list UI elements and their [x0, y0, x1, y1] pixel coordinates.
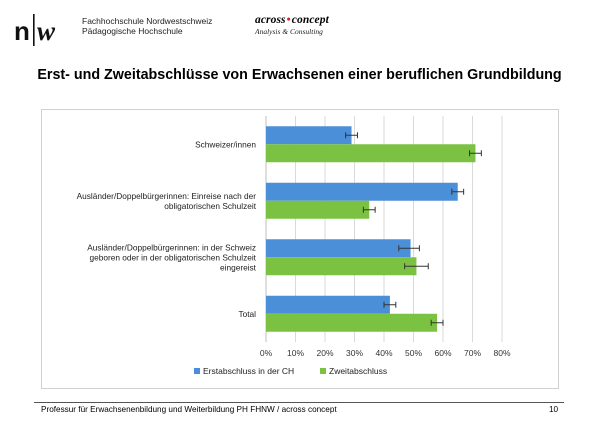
bar	[266, 126, 352, 145]
bar	[266, 200, 370, 219]
x-tick-label: 40%	[375, 348, 392, 358]
logo-letter-w: w	[37, 16, 56, 46]
x-tick-label: 60%	[434, 348, 451, 358]
x-tick-label: 80%	[493, 348, 510, 358]
bar-chart: 0% 10% 20% 30% 40% 50% 60% 70% 80% Schweizer/inne…	[77, 116, 511, 376]
footer-text: Professur für Erwachsenenbildung und Wei…	[41, 405, 337, 414]
x-tick-label: 0%	[260, 348, 273, 358]
category-label: Schweizer/innen	[195, 139, 256, 149]
logo-letter-n: n	[14, 16, 30, 46]
bar	[266, 239, 411, 258]
category-label: geboren oder in der obligatorischen Schu…	[89, 252, 256, 262]
category-label: obligatorischen Schulzeit	[164, 201, 256, 211]
partner-name-a: across	[255, 14, 286, 26]
x-tick-label: 50%	[405, 348, 422, 358]
bar	[266, 144, 476, 163]
x-tick-label: 70%	[464, 348, 481, 358]
x-tick-label: 10%	[287, 348, 304, 358]
x-tick-label: 20%	[316, 348, 333, 358]
legend-label: Zweitabschluss	[329, 366, 387, 376]
bar	[266, 257, 417, 276]
bar	[266, 313, 438, 332]
logo-divider	[33, 14, 35, 46]
chart-frame: 0% 10% 20% 30% 40% 50% 60% 70% 80% Schweizer/inne…	[41, 109, 559, 389]
category-label: Ausländer/Doppelbürgerinnen: in der Schw…	[87, 242, 256, 252]
legend-swatch	[194, 368, 200, 374]
partner-name: across•concept	[255, 14, 329, 26]
partner-logo: across•concept Analysis & Consulting	[255, 14, 329, 36]
x-tick-label: 30%	[346, 348, 363, 358]
partner-name-b: concept	[291, 14, 329, 26]
page-number: 10	[549, 405, 559, 414]
category-label: Ausländer/Doppelbürgerinnen: Einreise na…	[77, 191, 257, 201]
legend-swatch	[320, 368, 326, 374]
legend-label: Erstabschluss in der CH	[203, 366, 294, 376]
partner-tagline: Analysis & Consulting	[255, 27, 323, 36]
footer-divider	[34, 402, 564, 403]
category-label: eingereist	[220, 262, 257, 272]
institution-line-1: Fachhochschule Nordwestschweiz	[82, 16, 213, 26]
bar	[266, 182, 458, 201]
bar	[266, 295, 390, 314]
partner-dot-icon: •	[286, 14, 291, 26]
category-label: Total	[238, 309, 256, 319]
institution-name: Fachhochschule Nordwestschweiz Pädagogis…	[82, 16, 212, 36]
slide-title: Erst- und Zweitabschlüsse von Erwachsene…	[37, 67, 562, 83]
fhnw-logo: n w	[14, 14, 56, 46]
institution-line-2: Pädagogische Hochschule	[82, 26, 183, 36]
